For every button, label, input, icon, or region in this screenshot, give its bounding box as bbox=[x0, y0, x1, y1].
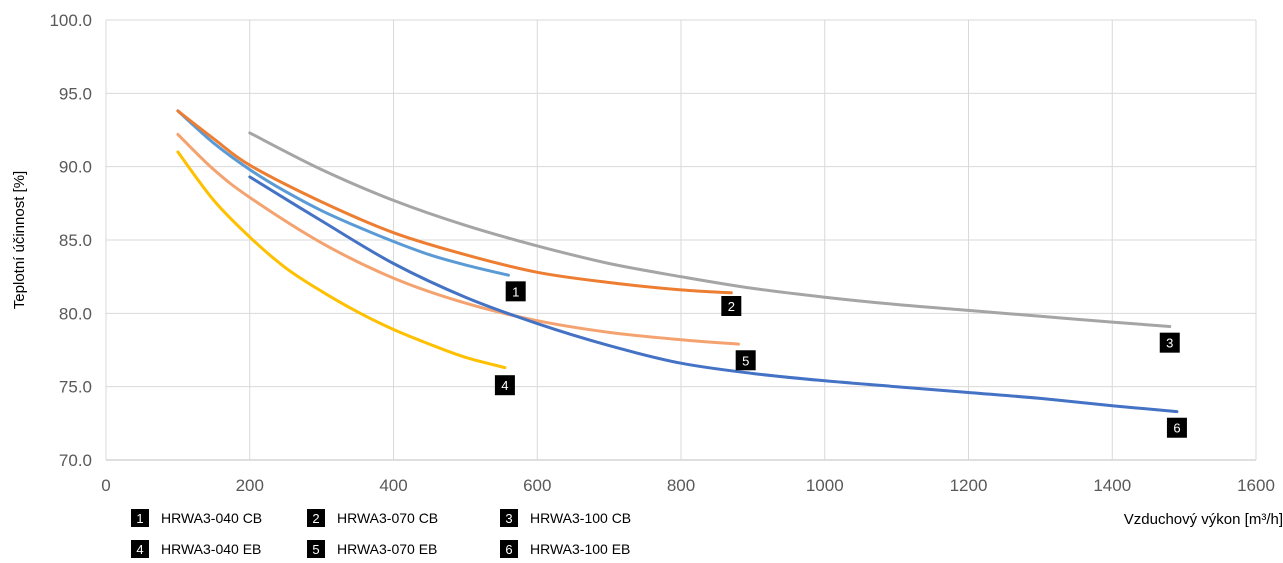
series-tag-label-1: 1 bbox=[512, 284, 519, 299]
x-tick-label: 200 bbox=[236, 476, 264, 495]
series-line-3 bbox=[248, 131, 1172, 328]
series-tag-label-4: 4 bbox=[501, 378, 508, 393]
legend-tag-number: 4 bbox=[136, 542, 143, 557]
x-tick-label: 600 bbox=[523, 476, 551, 495]
y-tick-label: 75.0 bbox=[59, 378, 92, 397]
series-tag-box-3 bbox=[1159, 332, 1180, 353]
x-tick-label: 1200 bbox=[950, 476, 988, 495]
x-tick-label: 1400 bbox=[1093, 476, 1131, 495]
legend-entry-label: HRWA3-040 CB bbox=[161, 510, 262, 526]
series-line-1 bbox=[176, 109, 510, 277]
legend-tag-number: 1 bbox=[136, 511, 143, 526]
series-tag-label-6: 6 bbox=[1173, 421, 1180, 436]
legend-tag-number: 2 bbox=[312, 511, 319, 526]
x-tick-label: 1600 bbox=[1237, 476, 1275, 495]
series-tag-box-1 bbox=[505, 281, 526, 302]
x-tick-label: 0 bbox=[101, 476, 110, 495]
legend-entry-label: HRWA3-100 CB bbox=[530, 510, 631, 526]
series-line-5 bbox=[176, 132, 740, 346]
series-tag-label-5: 5 bbox=[742, 353, 749, 368]
series-tag-label-3: 3 bbox=[1166, 336, 1173, 351]
legend-entry-label: HRWA3-070 EB bbox=[337, 541, 437, 557]
legend-tag-number: 5 bbox=[312, 542, 319, 557]
y-axis-ticks: 70.0 75.0 80.0 85.0 90.0 95.0 100.0 bbox=[49, 11, 92, 470]
series-tag-box-6 bbox=[1166, 417, 1187, 438]
series-tag-label-2: 2 bbox=[728, 299, 735, 314]
series-line-6 bbox=[248, 175, 1179, 414]
legend: 1 HRWA3-040 CB 2 HRWA3-070 CB 3 HRWA3-100 CB 4… bbox=[131, 509, 631, 558]
y-axis-title: Teplotní účinnost [%] bbox=[11, 171, 28, 309]
y-tick-label: 85.0 bbox=[59, 231, 92, 250]
legend-entry-label: HRWA3-040 EB bbox=[161, 541, 261, 557]
x-axis-ticks: 0 200 400 600 800 1000 1200 1400 1600 bbox=[101, 476, 1275, 495]
series-tags: 1 2 3 4 5 6 bbox=[494, 281, 1187, 438]
legend-tag-box bbox=[307, 509, 325, 527]
x-tick-label: 400 bbox=[379, 476, 407, 495]
legend-entry-label: HRWA3-070 CB bbox=[337, 510, 438, 526]
legend-tag-box bbox=[500, 540, 518, 558]
series-lines bbox=[176, 109, 1179, 414]
series-tag-box-4 bbox=[494, 375, 515, 396]
y-tick-label: 70.0 bbox=[59, 451, 92, 470]
y-tick-label: 90.0 bbox=[59, 158, 92, 177]
y-tick-label: 100.0 bbox=[49, 11, 92, 30]
legend-tag-number: 3 bbox=[505, 511, 512, 526]
series-tag-box-5 bbox=[735, 350, 756, 371]
x-tick-label: 800 bbox=[667, 476, 695, 495]
y-tick-label: 80.0 bbox=[59, 304, 92, 323]
grid-lines bbox=[105, 19, 1257, 461]
series-line-2 bbox=[176, 109, 733, 295]
series-tag-box-2 bbox=[721, 296, 742, 316]
legend-tag-box bbox=[307, 540, 325, 558]
x-tick-label: 1000 bbox=[806, 476, 844, 495]
series-line-4 bbox=[176, 150, 507, 370]
legend-tag-box bbox=[131, 540, 149, 558]
legend-tag-box bbox=[500, 509, 518, 527]
legend-tag-box bbox=[131, 509, 149, 527]
legend-entry-label: HRWA3-100 EB bbox=[530, 541, 630, 557]
y-tick-label: 95.0 bbox=[59, 84, 92, 103]
x-axis-title: Vzduchový výkon [m³/h] bbox=[1124, 511, 1283, 528]
legend-tag-number: 6 bbox=[505, 542, 512, 557]
